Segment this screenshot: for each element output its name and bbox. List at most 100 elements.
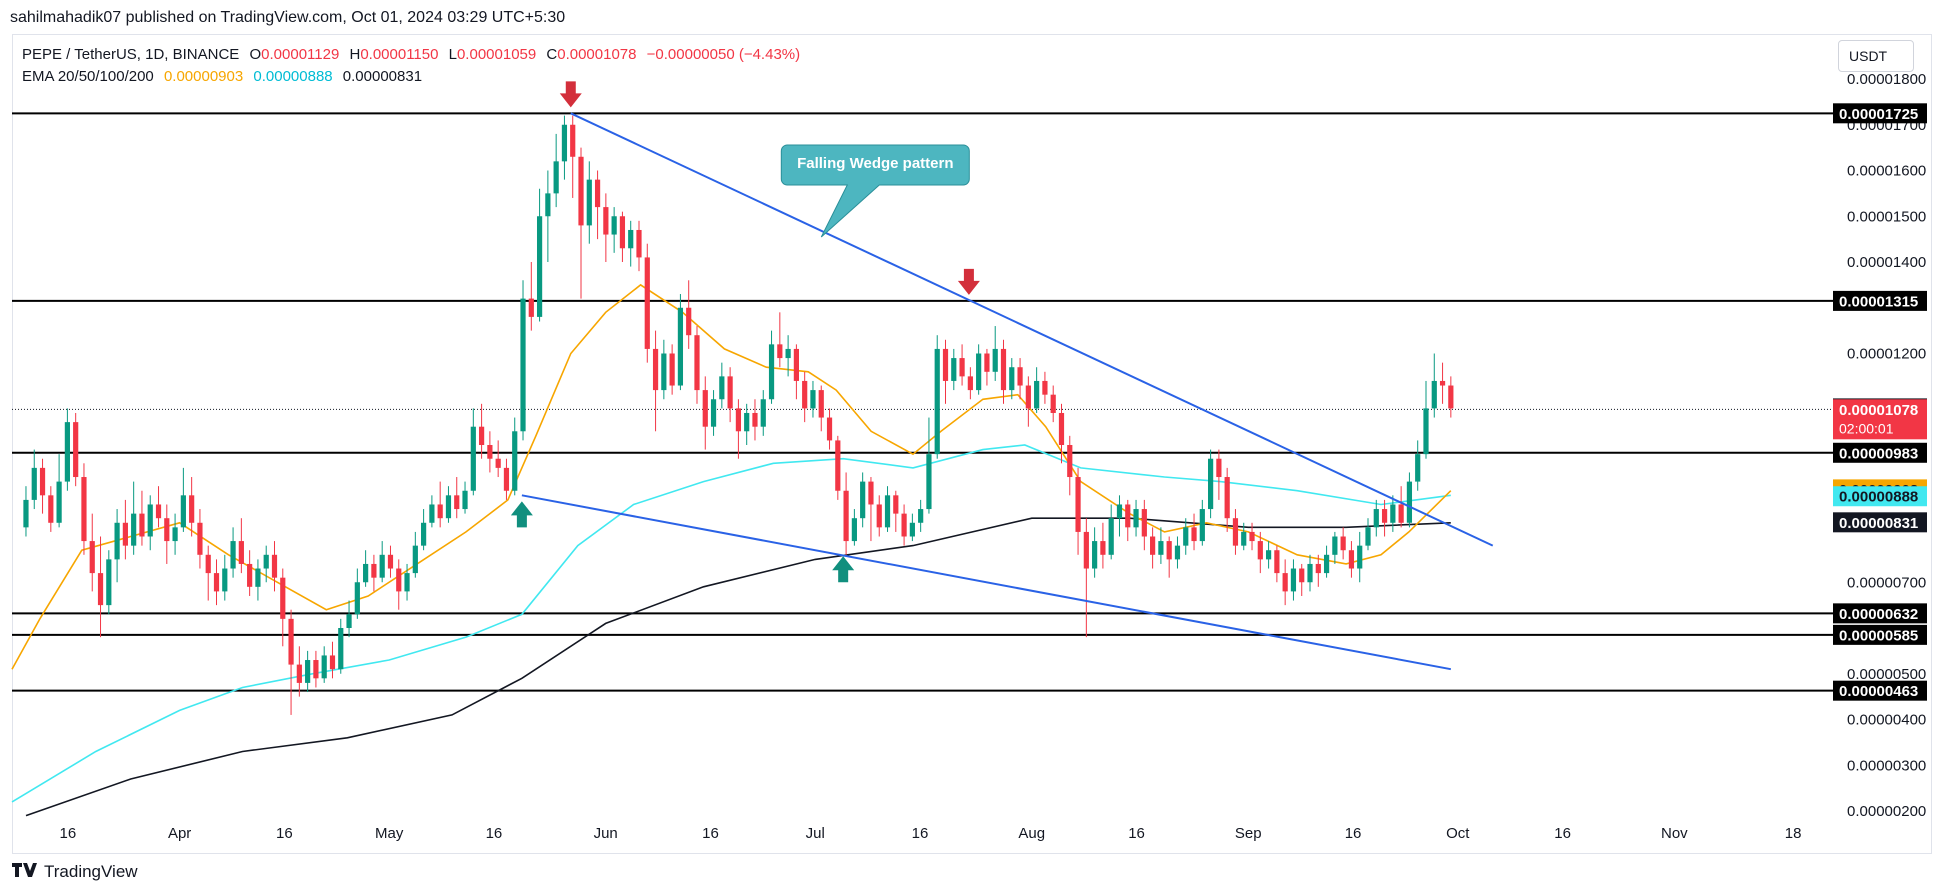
candle-body [934,348,940,455]
marker-up-arrow-icon [510,501,533,528]
candle-body [1050,394,1056,413]
candle-body [189,495,195,523]
candle-body [893,495,899,514]
x-tick-label: 16 [1128,825,1145,842]
candle-body [255,568,261,587]
candle-body [926,454,932,510]
candle-body [387,554,394,569]
candle-body [959,358,965,377]
candle-body [478,426,485,445]
candle-body [1315,563,1321,574]
level-tag-label: 0.00000463 [1839,683,1918,700]
candle-body [512,431,518,491]
candle-body [1042,380,1048,395]
candle-body [1174,545,1181,560]
candle-body [984,353,990,372]
candle-body [843,490,849,542]
x-tick-label: May [375,825,404,842]
candle-body [868,481,874,505]
legend-low-label: L [448,46,457,63]
candle-body [495,458,501,468]
candle-body [56,481,62,523]
candle-body [288,618,294,665]
price-tag-label: 0.00000831 [1839,515,1918,532]
y-tick-label: 0.00000700 [1847,574,1926,591]
candle-body [1390,504,1396,523]
candle-body [305,660,311,683]
x-tick-label: Jun [594,825,618,842]
candle-body [1241,531,1247,546]
candle-body [1075,477,1081,532]
level-tag-label: 0.00001315 [1839,293,1918,310]
trendline-upper [570,112,1494,547]
legend-symbol[interactable]: PEPE / TetherUS, 1D, BINANCE [22,46,240,63]
level-tag-bg [1833,442,1927,463]
candle-body [470,426,476,491]
candle-body [354,582,360,615]
candle-body [967,376,973,391]
candle-body [570,124,576,157]
candle-body [164,518,170,542]
candle-body [594,179,601,208]
candle-body [338,628,344,670]
candle-body [992,348,998,372]
level-tag-bg [1833,624,1927,645]
candle-body [379,554,385,578]
chart-frame[interactable] [12,34,1932,854]
candle-body [421,522,427,546]
candle-body [1439,380,1446,386]
candle-body [1423,408,1429,455]
ema20-line [11,283,1452,670]
legend-open-label: O [249,46,262,63]
legend-ema-label[interactable]: EMA 20/50/100/200 [22,68,154,85]
candle-body [363,563,369,583]
candle-body [180,495,186,528]
candle-body [1348,550,1355,569]
candle-body [677,307,684,386]
level-tag-bg [1833,103,1927,124]
candle-body [1398,504,1404,523]
candle-body [735,408,742,432]
candle-body [1009,367,1015,391]
candle-body [1058,412,1065,445]
candle-body [760,399,766,427]
tradingview-logo-icon [12,862,38,882]
level-tag-label: 0.00000585 [1839,627,1918,644]
candle-body [942,348,949,381]
candle-body [586,179,592,226]
y-tick-label: 0.00001200 [1847,346,1926,363]
y-tick-label: 0.00001800 [1847,71,1926,88]
currency-selector[interactable]: USDT [1838,40,1914,72]
candle-body [89,541,95,574]
tradingview-brand: TradingView [44,862,138,881]
y-tick-label: 0.00000300 [1847,757,1926,774]
candle-body [561,124,568,162]
countdown-label: 02:00:01 [1839,420,1894,436]
candle-body [329,655,336,670]
candle-body [263,554,269,569]
candle-body [371,563,377,578]
candle-body [114,522,120,560]
legend-high-label: H [349,46,361,63]
callout-bubble [780,144,970,238]
x-tick-label: 16 [702,825,719,842]
candle-body [727,376,733,409]
candle-body [155,504,162,519]
candle-body [1282,573,1288,592]
candle-body [238,541,244,564]
x-tick-label: 16 [912,825,929,842]
tradingview-footer[interactable]: TradingView [12,862,138,882]
level-tag-bg [1833,290,1927,311]
candle-body [777,344,783,359]
candle-body [909,522,915,537]
marker-up-arrow-icon [832,556,855,583]
candle-body [462,490,468,510]
candle-body [1017,367,1023,386]
candle-body [793,348,799,381]
candle-body [1448,385,1454,409]
candle-body [487,445,493,459]
candle-body [876,504,882,528]
candle-body [1166,541,1172,560]
legend-ema50-value: 0.00000888 [253,68,333,85]
